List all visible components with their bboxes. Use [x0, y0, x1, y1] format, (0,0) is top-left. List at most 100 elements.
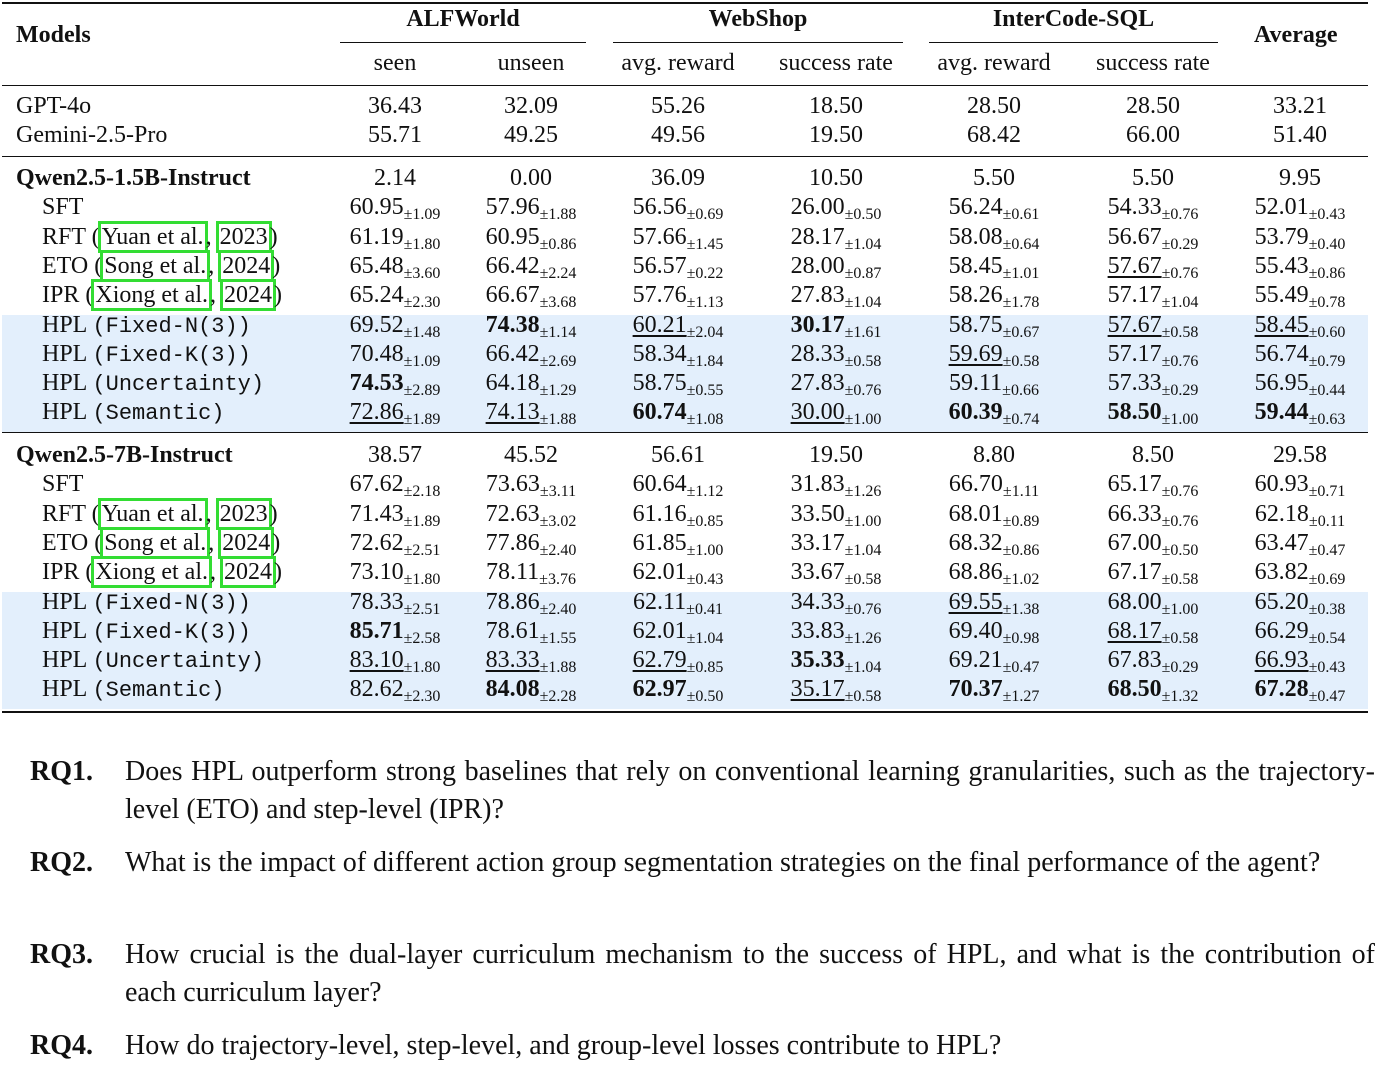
- table-cell: 70.37±1.27: [914, 675, 1074, 706]
- cell-value: 72.86: [349, 399, 404, 426]
- citation-author-link[interactable]: Xiong et al.: [91, 279, 212, 312]
- cell-value: 9.95: [1279, 165, 1321, 191]
- model-name-text: Qwen2.5-7B-Instruct: [16, 442, 233, 468]
- cell-std: ±1.89: [403, 411, 441, 429]
- table-row: HPL (Fixed-N(3)) 78.33±2.51 78.86±2.40 62.1…: [0, 588, 1377, 619]
- citation-author-link[interactable]: Song et al.: [100, 526, 211, 559]
- table-cell: 62.18±0.11: [1220, 500, 1377, 531]
- cell-value: 83.10: [349, 647, 404, 674]
- cell-std: ±0.71: [1308, 483, 1346, 501]
- cell-std: ±3.60: [403, 264, 441, 282]
- table-cell: 58.08±0.64: [914, 223, 1074, 254]
- cell-value: 28.50: [1126, 93, 1180, 119]
- table-cell: 26.00±0.50: [756, 193, 916, 224]
- citation-year-link[interactable]: 2024: [220, 279, 276, 312]
- cell-std: ±1.09: [403, 206, 441, 224]
- cell-value: 68.50: [1107, 676, 1162, 703]
- rq-label: RQ1.: [30, 756, 93, 787]
- cell-value: 66.67: [485, 282, 540, 309]
- cell-std: ±1.88: [539, 411, 577, 429]
- table-cell: 82.62±2.30: [315, 675, 475, 706]
- cell-value: 85.71: [349, 617, 404, 644]
- group-underline: [613, 42, 903, 43]
- cell-value: 58.45: [1254, 311, 1309, 338]
- table-cell: 61.16±0.85: [598, 500, 758, 531]
- rq-text: What is the impact of different action g…: [125, 847, 1321, 878]
- cell-value: 19.50: [809, 122, 863, 149]
- table-cell: 57.17±1.04: [1073, 281, 1233, 312]
- table-cell: 57.76±1.13: [598, 281, 758, 312]
- cell-value: 62.97: [632, 676, 687, 703]
- cell-value: 58.75: [632, 370, 687, 397]
- table-cell: 66.67±3.68: [451, 281, 611, 312]
- citation-year-link[interactable]: 2023: [215, 497, 272, 530]
- cell-value: 5.50: [973, 165, 1015, 191]
- rq-text: How do trajectory-level, step-level, and…: [125, 1030, 1002, 1061]
- table-cell: 71.43±1.89: [315, 500, 475, 531]
- cell-value: 60.21: [632, 311, 687, 338]
- citation-year-link[interactable]: 2023: [215, 220, 272, 253]
- model-name-text: HPL: [42, 340, 87, 367]
- cell-value: 66.00: [1126, 122, 1180, 149]
- table-cell: 60.74±1.08: [598, 398, 758, 429]
- table-cell: 78.33±2.51: [315, 588, 475, 619]
- citation-year-link[interactable]: 2024: [220, 556, 276, 589]
- cell-std: ±0.86: [1308, 264, 1346, 282]
- cell-value: 28.50: [967, 93, 1021, 119]
- cell-value: 70.48: [349, 340, 404, 367]
- cell-std: ±1.48: [403, 323, 441, 341]
- table-cell: 56.95±0.44: [1220, 369, 1377, 400]
- cell-value: 69.52: [349, 311, 404, 338]
- table-cell: 53.79±0.40: [1220, 223, 1377, 254]
- cell-std: ±0.61: [1002, 206, 1040, 224]
- cell-std: ±2.30: [403, 294, 441, 312]
- cell-std: ±0.86: [539, 235, 577, 253]
- table-cell: 68.86±1.02: [914, 558, 1074, 589]
- cell-std: ±0.11: [1308, 512, 1346, 530]
- table-cell: 66.00: [1073, 121, 1233, 150]
- cell-std: ±1.04: [844, 541, 882, 559]
- citation-year-link[interactable]: 2024: [218, 526, 275, 559]
- table-cell: 58.75±0.55: [598, 369, 758, 400]
- cell-value: 58.26: [948, 282, 1003, 309]
- citation-author-link[interactable]: Song et al.: [100, 249, 211, 282]
- model-name: RFT (Yuan et al., 2023): [42, 220, 278, 253]
- citation-author-link[interactable]: Yuan et al.: [97, 220, 208, 253]
- table-cell: 36.43: [315, 92, 475, 121]
- cell-std: ±0.58: [844, 352, 882, 370]
- cell-value: 84.08: [485, 676, 540, 703]
- cell-value: 78.61: [485, 617, 540, 644]
- cell-value: 66.42: [485, 252, 540, 279]
- table-cell: 69.55±1.38: [914, 588, 1074, 619]
- table-cell: 27.83±1.04: [756, 281, 916, 312]
- cell-std: ±1.04: [844, 235, 882, 253]
- subcolumn-header: avg. reward: [937, 50, 1051, 76]
- table-cell: 19.50: [756, 121, 916, 150]
- model-name-text: HPL: [42, 399, 87, 426]
- cell-value: 56.56: [632, 194, 687, 221]
- cell-value: 73.10: [349, 559, 404, 586]
- table-cell: 33.17±1.04: [756, 529, 916, 560]
- table-cell: 67.00±0.50: [1073, 529, 1233, 560]
- table-row: HPL (Semantic) 82.62±2.30 84.08±2.28 62.97±…: [0, 675, 1377, 706]
- cell-value: 74.38: [485, 311, 540, 338]
- cell-std: ±0.58: [1161, 323, 1199, 341]
- cell-value: 65.17: [1107, 471, 1162, 498]
- model-name-text: Qwen2.5-1.5B-Instruct: [16, 165, 251, 191]
- table-cell: 62.11±0.41: [598, 588, 758, 619]
- table-cell: 49.25: [451, 121, 611, 150]
- citation-year-link[interactable]: 2024: [218, 249, 275, 282]
- cell-value: 28.33: [790, 340, 845, 367]
- cell-value: 52.01: [1254, 194, 1309, 221]
- table-cell: 56.61: [598, 441, 758, 470]
- model-name-text: IPR: [42, 282, 80, 309]
- citation-author-link[interactable]: Xiong et al.: [91, 556, 212, 589]
- cell-std: ±1.78: [1002, 294, 1040, 312]
- cell-std: ±0.44: [1308, 382, 1346, 400]
- citation-author-link[interactable]: Yuan et al.: [97, 497, 208, 530]
- table-cell: 60.64±1.12: [598, 470, 758, 501]
- cell-std: ±0.50: [686, 688, 724, 706]
- cell-std: ±0.85: [686, 512, 724, 530]
- table-cell: 62.97±0.50: [598, 675, 758, 706]
- cell-std: ±0.58: [844, 571, 882, 589]
